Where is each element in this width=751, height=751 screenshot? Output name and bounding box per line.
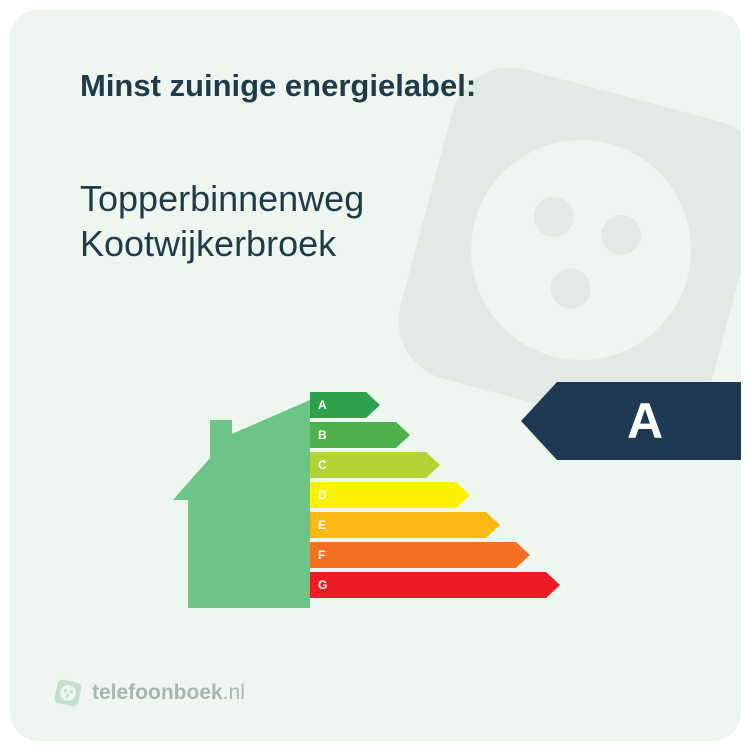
energy-chart: A B C D E F G — [180, 380, 580, 620]
result-badge-letter: A — [627, 392, 663, 450]
address-line-2: Kootwijkerbroek — [80, 221, 364, 266]
result-badge: A — [521, 382, 741, 460]
brand-text: telefoonboek.nl — [92, 681, 245, 705]
brand-logo-icon — [54, 679, 82, 707]
address-line-1: Topperbinnenweg — [80, 176, 364, 221]
energy-bar-letter: A — [318, 398, 327, 412]
energy-bar-letter: F — [318, 548, 325, 562]
energy-bar-letter: G — [318, 578, 327, 592]
energy-bar-f: F — [310, 542, 560, 572]
energy-bar-letter: E — [318, 518, 326, 532]
energy-bar-letter: C — [318, 458, 327, 472]
brand-thin: .nl — [223, 681, 245, 704]
energy-bar-g: G — [310, 572, 560, 602]
card-title: Minst zuinige energielabel: — [80, 68, 476, 104]
address-block: Topperbinnenweg Kootwijkerbroek — [80, 176, 364, 266]
energy-bar-e: E — [310, 512, 560, 542]
brand-bold: telefoonboek — [92, 681, 223, 704]
energy-bar-d: D — [310, 482, 560, 512]
energy-label-card: Minst zuinige energielabel: Topperbinnen… — [10, 10, 741, 741]
energy-bar-letter: B — [318, 428, 327, 442]
house-icon — [170, 390, 330, 610]
footer: telefoonboek.nl — [54, 679, 245, 707]
energy-bar-letter: D — [318, 488, 327, 502]
